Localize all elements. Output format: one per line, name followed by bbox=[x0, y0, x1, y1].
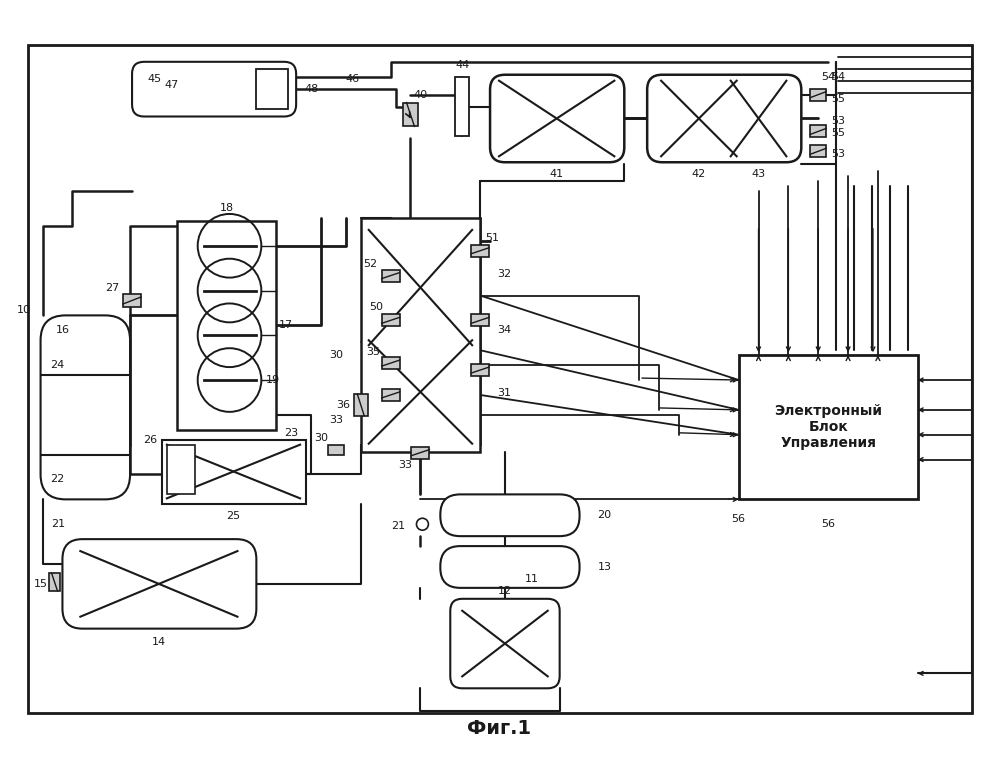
Text: 44: 44 bbox=[456, 60, 470, 70]
Text: 55: 55 bbox=[831, 94, 845, 104]
FancyBboxPatch shape bbox=[451, 599, 559, 688]
Text: 33: 33 bbox=[399, 460, 413, 470]
Text: 52: 52 bbox=[364, 259, 378, 269]
Bar bbox=[403, 102, 419, 126]
Bar bbox=[738, 355, 918, 500]
FancyBboxPatch shape bbox=[132, 62, 296, 116]
Bar bbox=[472, 314, 490, 326]
Text: 24: 24 bbox=[50, 360, 65, 370]
Text: 53: 53 bbox=[831, 149, 845, 159]
Text: 21: 21 bbox=[392, 521, 406, 531]
Text: 15: 15 bbox=[34, 579, 48, 589]
Text: 53: 53 bbox=[831, 116, 845, 126]
Text: 48: 48 bbox=[304, 84, 319, 94]
Text: 50: 50 bbox=[369, 303, 383, 313]
Bar bbox=[810, 146, 826, 157]
Text: 40: 40 bbox=[414, 89, 428, 99]
Text: 47: 47 bbox=[165, 79, 179, 89]
FancyBboxPatch shape bbox=[63, 539, 257, 628]
Bar bbox=[328, 444, 344, 454]
Bar bbox=[472, 245, 490, 256]
Text: 54: 54 bbox=[821, 72, 835, 82]
Bar bbox=[456, 77, 470, 136]
Text: 14: 14 bbox=[152, 637, 166, 647]
Text: 23: 23 bbox=[284, 427, 299, 437]
Text: 55: 55 bbox=[831, 129, 845, 139]
Text: 34: 34 bbox=[498, 325, 511, 335]
Text: 41: 41 bbox=[549, 169, 563, 179]
Bar bbox=[472, 364, 490, 376]
Text: 26: 26 bbox=[143, 435, 157, 445]
Text: 11: 11 bbox=[524, 574, 538, 584]
Text: 45: 45 bbox=[147, 74, 161, 84]
Text: 27: 27 bbox=[105, 283, 119, 293]
Text: 30: 30 bbox=[329, 350, 343, 360]
Text: 46: 46 bbox=[346, 74, 360, 84]
Text: 18: 18 bbox=[220, 203, 234, 213]
Bar bbox=[177, 221, 277, 430]
Text: 54: 54 bbox=[831, 72, 845, 82]
Text: 51: 51 bbox=[486, 233, 500, 243]
Text: 35: 35 bbox=[366, 347, 380, 357]
FancyBboxPatch shape bbox=[647, 75, 801, 162]
Bar bbox=[354, 394, 368, 416]
Text: 30: 30 bbox=[314, 433, 328, 443]
Text: 19: 19 bbox=[266, 375, 281, 385]
Text: 33: 33 bbox=[329, 415, 343, 425]
Text: 13: 13 bbox=[597, 562, 611, 572]
Text: 43: 43 bbox=[751, 169, 765, 179]
Bar bbox=[49, 573, 61, 591]
Bar bbox=[382, 270, 400, 282]
Text: Фиг.1: Фиг.1 bbox=[467, 718, 531, 738]
Text: 12: 12 bbox=[498, 586, 512, 596]
Bar bbox=[162, 440, 306, 504]
FancyBboxPatch shape bbox=[41, 316, 130, 500]
Bar bbox=[810, 89, 826, 101]
Text: Электронный
Блок
Управления: Электронный Блок Управления bbox=[774, 403, 882, 450]
Text: 22: 22 bbox=[50, 474, 65, 484]
Text: 31: 31 bbox=[498, 388, 511, 398]
Text: 10: 10 bbox=[17, 306, 31, 316]
FancyBboxPatch shape bbox=[441, 494, 579, 536]
Bar bbox=[167, 444, 195, 494]
Bar bbox=[382, 314, 400, 326]
Bar bbox=[361, 218, 481, 452]
Bar bbox=[810, 126, 826, 137]
Text: 56: 56 bbox=[731, 514, 745, 524]
Text: 25: 25 bbox=[227, 511, 241, 521]
Bar bbox=[412, 447, 430, 459]
Bar bbox=[257, 69, 288, 109]
Text: 20: 20 bbox=[597, 511, 611, 521]
Text: 21: 21 bbox=[51, 519, 66, 529]
Text: 36: 36 bbox=[336, 400, 350, 410]
Text: 17: 17 bbox=[279, 320, 294, 330]
Text: 56: 56 bbox=[821, 519, 835, 529]
Text: 16: 16 bbox=[55, 325, 70, 335]
Bar bbox=[382, 357, 400, 369]
Bar bbox=[123, 293, 141, 307]
FancyBboxPatch shape bbox=[441, 546, 579, 588]
FancyBboxPatch shape bbox=[491, 75, 624, 162]
Text: 42: 42 bbox=[691, 169, 706, 179]
Text: 32: 32 bbox=[498, 269, 511, 279]
Bar bbox=[382, 389, 400, 401]
